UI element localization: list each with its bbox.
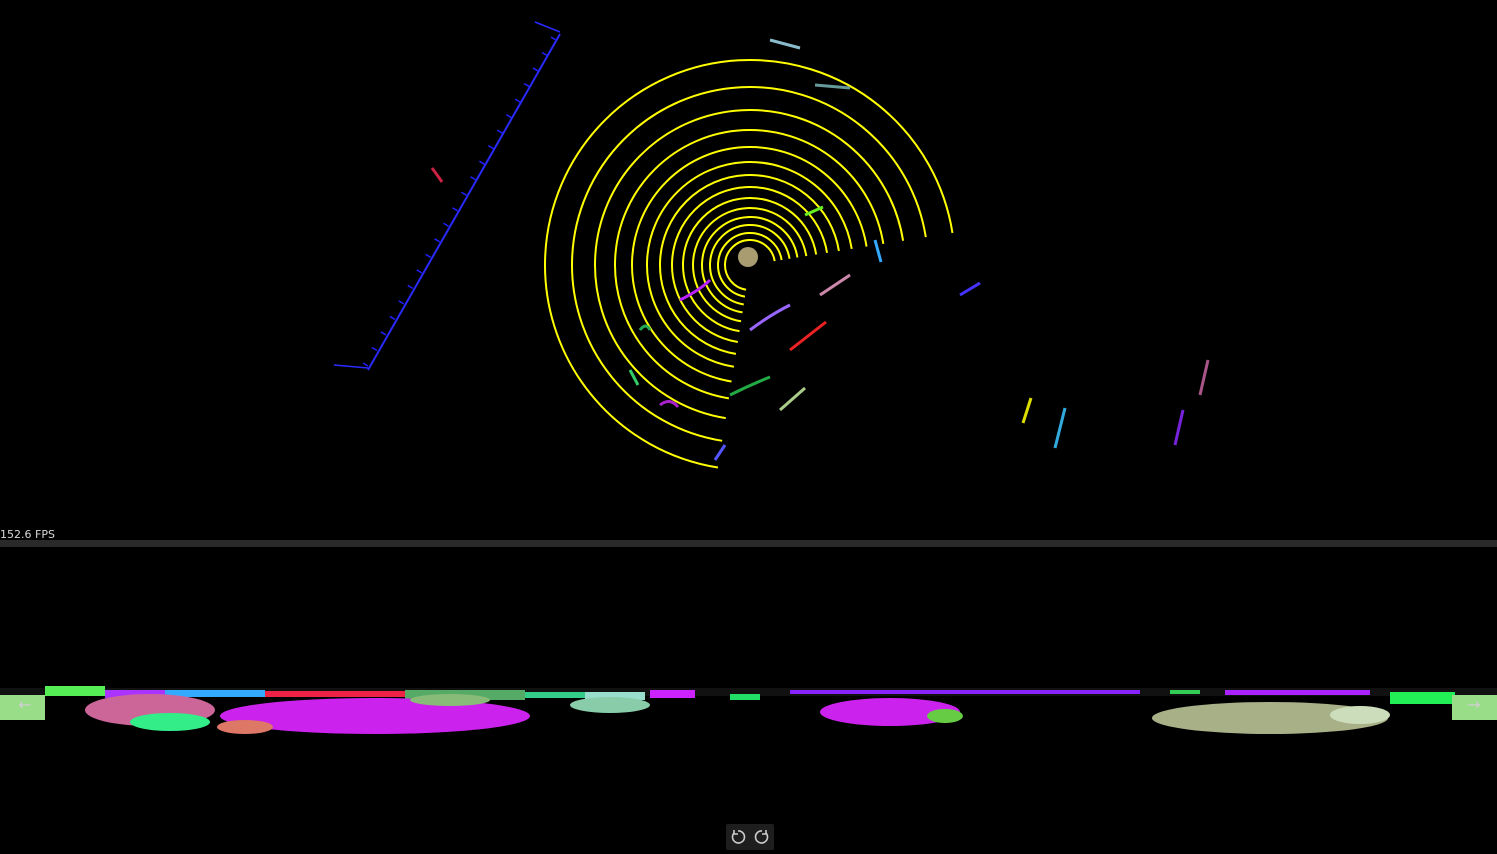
lidar-ring [709, 224, 791, 306]
wall-tick [452, 207, 458, 212]
wall-tick [523, 82, 530, 88]
wall-tick [416, 269, 423, 274]
lidar-ring [631, 146, 868, 383]
lidar-ring [692, 207, 808, 323]
prev-frame-button[interactable]: ← [14, 694, 36, 716]
rotate-right-button[interactable] [752, 827, 772, 847]
rotate-ccw-icon [731, 830, 746, 844]
object-cluster [1198, 359, 1210, 396]
object-cluster [638, 324, 652, 331]
lidar-ring [544, 59, 954, 469]
object-cluster [679, 278, 712, 302]
lidar-ring [717, 232, 783, 298]
range-image-strip [0, 686, 1497, 734]
wall-tick [434, 238, 441, 243]
lidar-ring [646, 161, 853, 368]
lidar-rings [544, 59, 954, 469]
lidar-ring [701, 216, 799, 314]
object-cluster [713, 444, 727, 461]
object-cluster [789, 320, 827, 352]
wall-tick [478, 160, 485, 165]
wall-tick [398, 300, 405, 305]
wall-tick [461, 191, 467, 196]
wall-tick [470, 176, 476, 181]
object-clusters [430, 38, 1210, 461]
arrow-left-icon: ← [18, 695, 32, 714]
wall-tick [425, 253, 432, 258]
wall-tick [443, 222, 449, 227]
next-frame-button[interactable]: → [1463, 694, 1485, 716]
arrow-right-icon: → [1467, 695, 1481, 714]
wall-segment [367, 33, 561, 371]
lidar-ring [682, 197, 818, 333]
object-cluster [1021, 397, 1033, 424]
wall-tick [532, 67, 539, 72]
object-cluster [959, 281, 981, 297]
range-image-view [0, 686, 1497, 734]
wall-ticks [362, 36, 557, 367]
ego-vehicle [738, 247, 758, 267]
wall-tick [505, 113, 512, 119]
object-cluster [659, 400, 680, 408]
object-cluster [430, 167, 444, 183]
object-cluster [804, 205, 824, 217]
lidar-ring [571, 86, 927, 442]
rotate-left-button[interactable] [728, 827, 748, 847]
wall-tick [496, 129, 503, 134]
wall-segment [333, 364, 369, 369]
object-cluster [819, 273, 851, 297]
wall-tick [487, 145, 494, 150]
lidar-ring [659, 174, 840, 355]
wall-tick [514, 98, 521, 103]
object-cluster [729, 375, 771, 397]
wall-tick [550, 36, 557, 41]
object-cluster [1173, 409, 1185, 446]
object-cluster [1053, 407, 1067, 449]
lidar-ring [724, 239, 776, 291]
lidar-ring [671, 186, 829, 344]
object-cluster [779, 386, 806, 412]
lidar-ring [594, 109, 905, 420]
object-cluster [749, 303, 791, 332]
object-cluster [873, 239, 883, 263]
wall-segment [534, 21, 561, 33]
rotation-controls [726, 824, 774, 850]
object-cluster [769, 38, 801, 50]
rotate-cw-icon [754, 830, 769, 844]
view-divider[interactable] [0, 540, 1497, 547]
wall-tick [541, 51, 548, 57]
object-cluster [814, 83, 851, 90]
wall-tick [380, 331, 387, 336]
wall-tick [407, 284, 414, 290]
fps-counter: 152.6 FPS [0, 528, 55, 540]
object-cluster [628, 369, 640, 386]
wall-tick [371, 346, 378, 352]
wall-tick [362, 362, 369, 367]
lidar-bev-view[interactable]: 152.6 FPS [0, 0, 1497, 540]
wall-tick [389, 315, 396, 321]
lidar-ring [614, 129, 885, 400]
